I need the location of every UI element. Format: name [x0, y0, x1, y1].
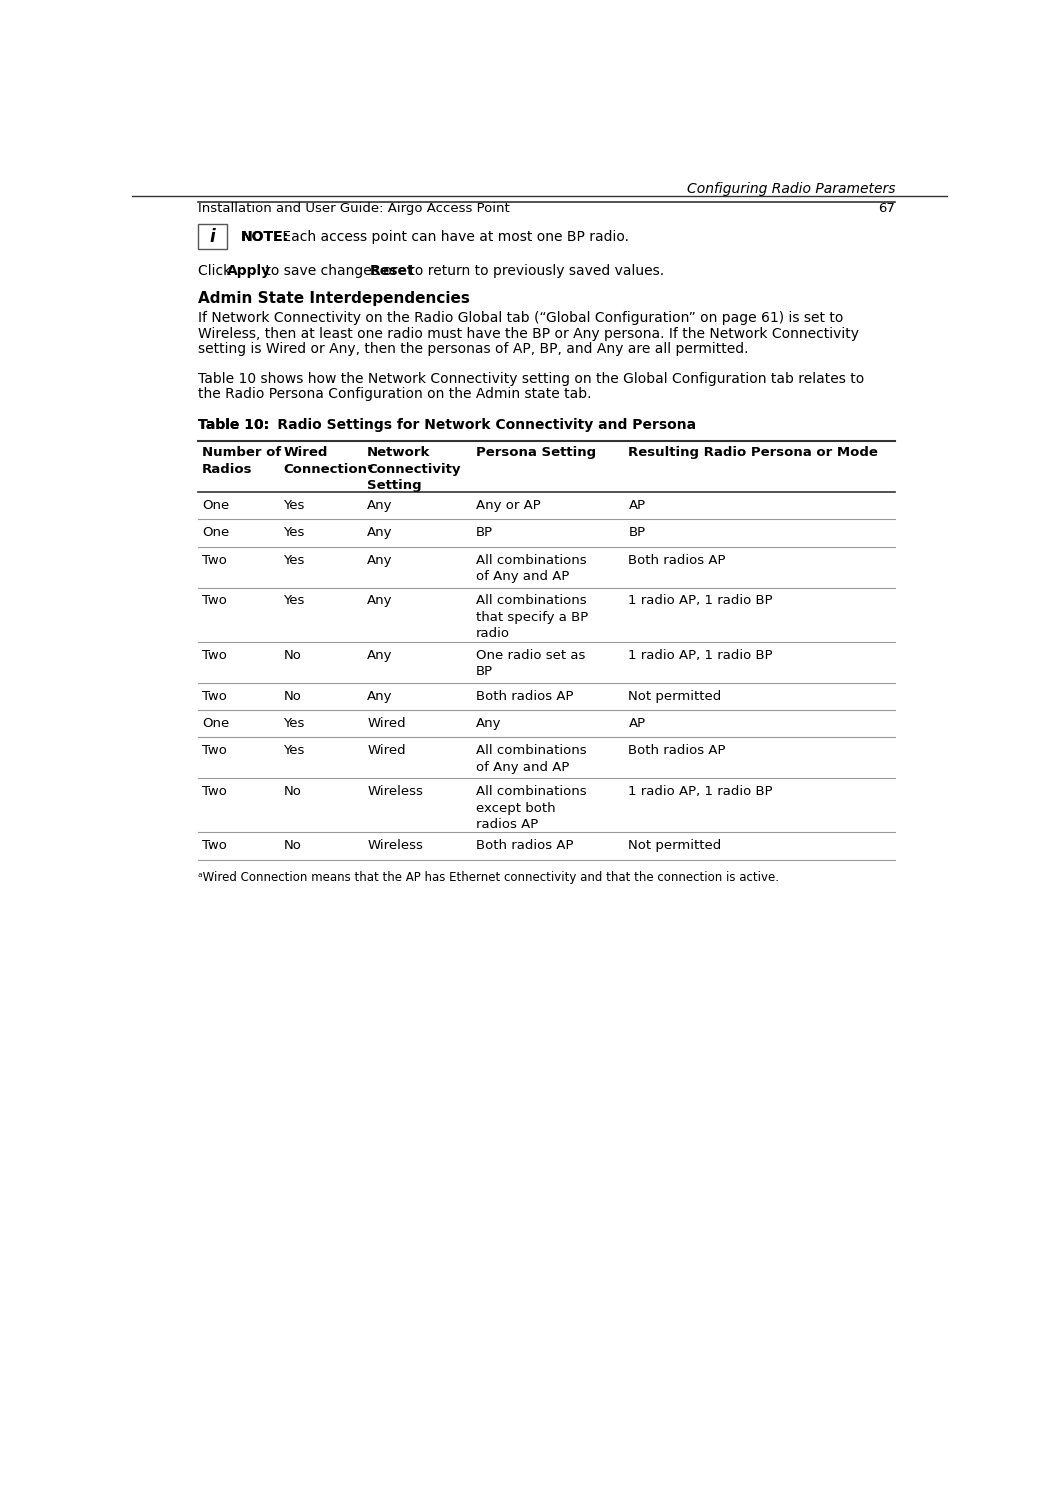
Text: Radio Settings for Network Connectivity and Persona: Radio Settings for Network Connectivity … [253, 418, 696, 431]
Text: ᵃWired Connection means that the AP has Ethernet connectivity and that the conne: ᵃWired Connection means that the AP has … [198, 871, 778, 885]
Text: One: One [202, 716, 230, 730]
Text: Wireless: Wireless [367, 785, 423, 798]
Text: No: No [283, 785, 301, 798]
Text: Number of
Radios: Number of Radios [202, 446, 281, 476]
Text: Any: Any [367, 689, 393, 703]
Text: Two: Two [202, 785, 227, 798]
Text: the Radio Persona Configuration on the Admin state tab.: the Radio Persona Configuration on the A… [198, 386, 591, 401]
Text: Two: Two [202, 649, 227, 662]
Text: All combinations
of Any and AP: All combinations of Any and AP [476, 745, 587, 774]
Text: setting is Wired or Any, then the personas of AP, BP, and Any are all permitted.: setting is Wired or Any, then the person… [198, 342, 748, 357]
Text: Reset: Reset [370, 264, 415, 278]
Text: Yes: Yes [283, 498, 305, 512]
Text: NOTE:: NOTE: [241, 230, 289, 243]
Text: One: One [202, 498, 230, 512]
Text: Any: Any [367, 498, 393, 512]
Text: Wired: Wired [367, 716, 405, 730]
Text: to save changes or: to save changes or [261, 264, 402, 278]
Text: Admin State Interdependencies: Admin State Interdependencies [198, 291, 470, 306]
Text: Yes: Yes [283, 554, 305, 567]
Text: Apply: Apply [226, 264, 271, 278]
Text: Installation and User Guide: Airgo Access Point: Installation and User Guide: Airgo Acces… [198, 201, 510, 215]
Text: Two: Two [202, 594, 227, 607]
Text: Any or AP: Any or AP [476, 498, 540, 512]
Text: AP: AP [629, 716, 645, 730]
Text: Persona Setting: Persona Setting [476, 446, 596, 460]
Text: No: No [283, 689, 301, 703]
Text: BP: BP [629, 527, 645, 539]
Text: BP: BP [476, 527, 493, 539]
Text: to return to previously saved values.: to return to previously saved values. [404, 264, 663, 278]
Text: Wired
Connectionᵃ: Wired Connectionᵃ [283, 446, 374, 476]
Text: 1 radio AP, 1 radio BP: 1 radio AP, 1 radio BP [629, 785, 773, 798]
Text: Table 10 shows how the Network Connectivity setting on the Global Configuration : Table 10 shows how the Network Connectiv… [198, 372, 863, 385]
Text: Both radios AP: Both radios AP [476, 689, 573, 703]
Text: 1 radio AP, 1 radio BP: 1 radio AP, 1 radio BP [629, 649, 773, 662]
Text: No: No [283, 649, 301, 662]
Text: Both radios AP: Both radios AP [629, 554, 726, 567]
FancyBboxPatch shape [198, 224, 227, 249]
Text: All combinations
of Any and AP: All combinations of Any and AP [476, 554, 587, 583]
Text: If Network Connectivity on the Radio Global tab (“Global Configuration” on page : If Network Connectivity on the Radio Glo… [198, 312, 842, 325]
Text: Configuring Radio Parameters: Configuring Radio Parameters [687, 182, 895, 195]
Text: All combinations
that specify a BP
radio: All combinations that specify a BP radio [476, 594, 588, 640]
Text: Not permitted: Not permitted [629, 689, 721, 703]
Text: All combinations
except both
radios AP: All combinations except both radios AP [476, 785, 587, 831]
Text: Resulting Radio Persona or Mode: Resulting Radio Persona or Mode [629, 446, 878, 460]
Text: Table 10:: Table 10: [198, 418, 269, 431]
Text: AP: AP [629, 498, 645, 512]
Text: Yes: Yes [283, 745, 305, 758]
Text: Two: Two [202, 689, 227, 703]
Text: i: i [210, 228, 215, 246]
Text: Each access point can have at most one BP radio.: Each access point can have at most one B… [278, 230, 630, 243]
Text: One: One [202, 527, 230, 539]
Text: Two: Two [202, 554, 227, 567]
Text: Any: Any [367, 527, 393, 539]
Text: Any: Any [476, 716, 501, 730]
Text: Two: Two [202, 745, 227, 758]
Text: Both radios AP: Both radios AP [629, 745, 726, 758]
Text: Any: Any [367, 649, 393, 662]
Text: Wireless: Wireless [367, 840, 423, 852]
Text: Any: Any [367, 594, 393, 607]
Text: Wired: Wired [367, 745, 405, 758]
Text: NOTE:: NOTE: [241, 230, 289, 243]
Text: Yes: Yes [283, 594, 305, 607]
Text: Yes: Yes [283, 716, 305, 730]
Text: Yes: Yes [283, 527, 305, 539]
Text: Wireless, then at least one radio must have the BP or Any persona. If the Networ: Wireless, then at least one radio must h… [198, 327, 858, 340]
Text: One radio set as
BP: One radio set as BP [476, 649, 585, 679]
Text: 1 radio AP, 1 radio BP: 1 radio AP, 1 radio BP [629, 594, 773, 607]
Text: Table 10:: Table 10: [198, 418, 269, 431]
Text: No: No [283, 840, 301, 852]
Text: 67: 67 [878, 201, 895, 215]
Text: Both radios AP: Both radios AP [476, 840, 573, 852]
Text: Click: Click [198, 264, 235, 278]
Text: Network
Connectivity
Setting: Network Connectivity Setting [367, 446, 461, 492]
Text: Two: Two [202, 840, 227, 852]
Text: Not permitted: Not permitted [629, 840, 721, 852]
Text: Any: Any [367, 554, 393, 567]
